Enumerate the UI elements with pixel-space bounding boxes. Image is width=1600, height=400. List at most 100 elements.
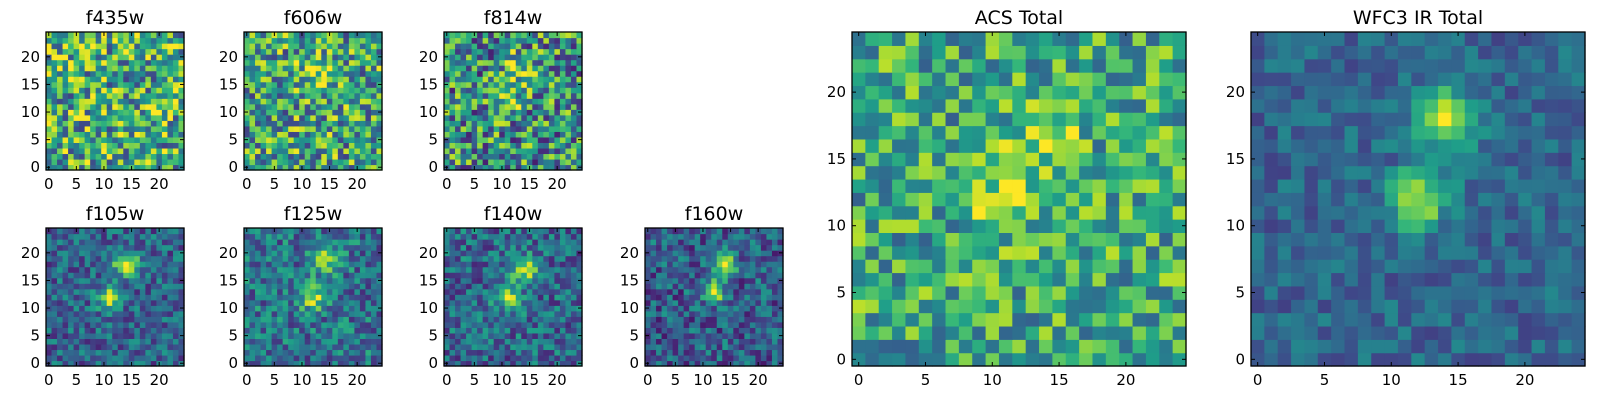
heatmap-cell: [543, 354, 550, 362]
heatmap-cell: [985, 152, 1000, 167]
heatmap-cell: [156, 65, 163, 72]
heatmap-cell: [299, 65, 306, 72]
heatmap-cell: [477, 37, 484, 44]
heatmap-cell: [667, 316, 674, 323]
heatmap-cell: [749, 316, 756, 323]
heatmap-cell: [293, 321, 300, 328]
heatmap-cell: [504, 327, 511, 334]
heatmap-cell: [101, 272, 108, 279]
heatmap-cell: [749, 272, 756, 279]
heatmap-cell: [771, 261, 779, 268]
heatmap-cell: [705, 354, 712, 362]
heatmap-cell: [354, 343, 361, 351]
heatmap-cell: [326, 65, 333, 72]
heatmap-cell: [112, 310, 119, 317]
heatmap-cell: [678, 316, 685, 323]
heatmap-cell: [471, 305, 478, 312]
heatmap-cell: [315, 305, 322, 312]
heatmap-cell: [526, 244, 533, 251]
heatmap-cell: [348, 266, 355, 273]
heatmap-cell: [62, 261, 69, 268]
heatmap-cell: [359, 233, 367, 240]
heatmap-cell: [106, 65, 113, 72]
heatmap-cell: [277, 228, 284, 235]
heatmap-cell: [79, 332, 86, 339]
heatmap-cell: [315, 131, 322, 138]
heatmap-cell: [482, 43, 489, 50]
heatmap-cell: [532, 250, 539, 257]
heatmap-cell: [1119, 245, 1134, 260]
heatmap-cell: [172, 131, 180, 138]
heatmap-cell: [760, 239, 768, 246]
heatmap-cell: [68, 349, 75, 356]
heatmap-cell: [744, 316, 751, 323]
heatmap-cell: [521, 153, 528, 160]
heatmap-cell: [515, 48, 522, 55]
heatmap-cell: [90, 277, 97, 284]
heatmap-cell: [101, 354, 108, 362]
heatmap-cell: [326, 250, 333, 257]
heatmap-cell: [95, 87, 102, 94]
heatmap-cell: [565, 103, 572, 110]
heatmap-cell: [112, 277, 119, 284]
heatmap-cell: [477, 125, 484, 132]
heatmap-cell: [68, 43, 75, 50]
heatmap-cell: [449, 43, 456, 50]
heatmap-cell: [304, 338, 311, 345]
heatmap-cell: [51, 343, 58, 351]
heatmap-cell: [139, 43, 146, 50]
heatmap-cell: [150, 244, 157, 251]
heatmap-cell: [161, 59, 169, 66]
heatmap-cell: [466, 142, 473, 149]
heatmap-cell: [288, 59, 295, 66]
heatmap-cell: [112, 70, 119, 77]
heatmap-cell: [95, 164, 102, 171]
heatmap-cell: [332, 261, 339, 268]
heatmap-cell: [101, 277, 108, 284]
heatmap-cell: [359, 147, 367, 155]
heatmap-cell: [337, 283, 344, 290]
heatmap-cell: [852, 219, 866, 233]
heatmap-cell: [172, 70, 180, 77]
heatmap-cell: [749, 294, 756, 301]
heatmap-cell: [738, 266, 745, 273]
heatmap-cell: [337, 120, 344, 127]
heatmap-cell: [46, 244, 53, 251]
heatmap-cell: [370, 103, 378, 110]
heatmap-cell: [958, 205, 973, 220]
heatmap-cell: [315, 299, 322, 306]
heatmap-cell: [139, 158, 146, 166]
heatmap-cell: [167, 92, 174, 99]
heatmap-cell: [444, 338, 451, 345]
heatmap-cell: [755, 332, 762, 339]
heatmap-cell: [68, 294, 75, 301]
heatmap-cell: [510, 299, 517, 306]
heatmap-cell: [260, 332, 267, 339]
heatmap-cell: [84, 103, 91, 110]
heatmap-cell: [526, 48, 533, 55]
heatmap-cell: [348, 228, 355, 235]
heatmap-cell: [354, 142, 361, 149]
y-tick-label: 15: [21, 75, 40, 93]
heatmap-cell: [482, 299, 489, 306]
heatmap-cell: [455, 288, 462, 295]
heatmap-cell: [156, 37, 163, 44]
heatmap-cell: [79, 98, 86, 105]
heatmap-cell: [68, 153, 75, 160]
heatmap-cell: [1079, 165, 1094, 180]
heatmap-cell: [244, 120, 251, 127]
heatmap-cell: [343, 43, 350, 50]
heatmap-cell: [315, 114, 322, 121]
heatmap-cell: [471, 125, 478, 132]
heatmap-cell: [771, 299, 779, 306]
heatmap-cell: [299, 233, 306, 240]
heatmap-cell: [576, 283, 583, 290]
heatmap-cell: [343, 164, 350, 171]
heatmap-cell: [777, 266, 784, 273]
heatmap-cell: [370, 310, 378, 317]
heatmap-cell: [310, 261, 317, 268]
heatmap-cell: [156, 76, 163, 83]
heatmap-cell: [359, 103, 367, 110]
heatmap-cell: [62, 283, 69, 290]
heatmap-cell: [304, 343, 311, 351]
